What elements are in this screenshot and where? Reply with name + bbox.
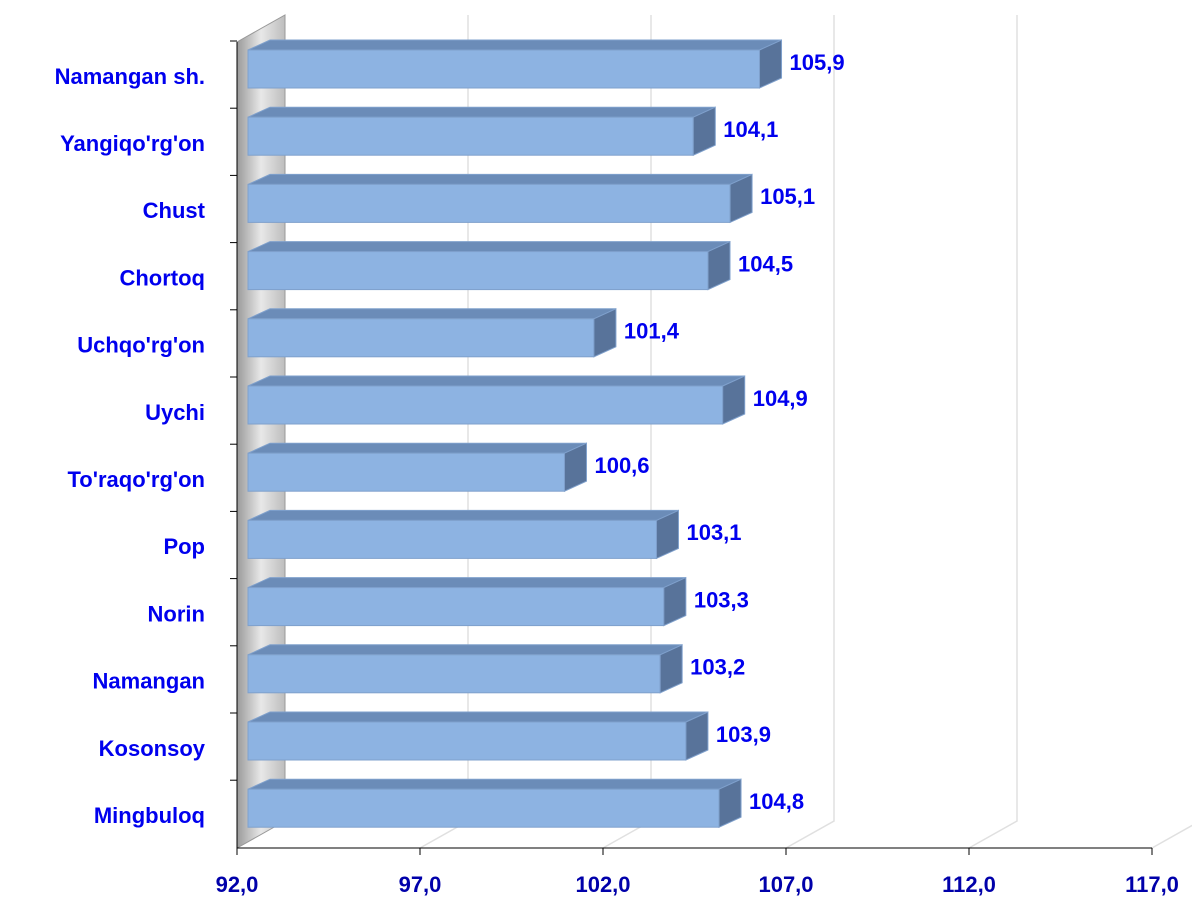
grid-line — [968, 15, 1018, 849]
value-label: 104,1 — [723, 117, 778, 142]
x-tick-label: 92,0 — [216, 872, 259, 897]
x-tick-label: 112,0 — [942, 872, 996, 897]
bar — [247, 385, 724, 425]
bar — [247, 183, 731, 223]
y-tick-label: Namangan sh. — [55, 64, 205, 89]
grid-line — [1151, 824, 1192, 849]
bar-side — [759, 39, 783, 89]
bar-top — [247, 778, 742, 790]
bar — [247, 654, 661, 694]
value-label: 103,9 — [716, 722, 771, 747]
bar-top — [247, 375, 745, 387]
value-label: 103,2 — [690, 655, 745, 680]
value-label: 100,6 — [594, 453, 649, 478]
bar-side — [685, 711, 709, 761]
bar-side — [563, 442, 587, 492]
value-label: 104,5 — [738, 251, 793, 276]
x-tick-label: 107,0 — [758, 872, 813, 897]
bar — [247, 519, 657, 559]
bar-top — [247, 39, 782, 51]
bar — [247, 788, 720, 828]
x-tick-label: 97,0 — [399, 872, 442, 897]
x-tick-label: 117,0 — [1125, 872, 1179, 897]
value-label: 103,3 — [694, 587, 749, 612]
bar — [247, 452, 565, 492]
bar-top — [247, 509, 679, 521]
grid-line — [785, 15, 835, 849]
bar — [247, 318, 595, 358]
bar-top — [247, 173, 753, 185]
bar-side — [729, 173, 753, 224]
bar — [247, 587, 665, 627]
value-label: 104,8 — [749, 789, 804, 814]
bar-top — [247, 241, 731, 253]
y-tick-label: To'raqo'rg'on — [68, 467, 206, 492]
y-tick-label: Uychi — [145, 400, 205, 425]
value-label: 104,9 — [753, 386, 808, 411]
bar-top — [247, 308, 617, 320]
bar-side — [659, 644, 683, 694]
y-tick-label: Pop — [163, 534, 205, 559]
bar-side — [692, 106, 716, 156]
bar-top — [247, 106, 716, 118]
y-tick-label: Norin — [148, 601, 205, 626]
value-label: 103,1 — [686, 520, 741, 545]
y-tick-label: Namangan — [93, 669, 205, 694]
bar-side — [593, 308, 617, 358]
y-tick-label: Uchqo'rg'on — [77, 333, 205, 358]
y-tick-label: Chust — [143, 198, 206, 223]
value-label: 105,1 — [760, 184, 815, 209]
y-tick-label: Yangiqo'rg'on — [60, 131, 205, 156]
bar-top — [247, 577, 687, 589]
value-label: 101,4 — [624, 319, 680, 344]
bar-side — [718, 778, 742, 828]
y-tick-label: Kosonsoy — [99, 736, 206, 761]
bar-top — [247, 644, 683, 656]
bar-side — [707, 240, 731, 291]
bar — [247, 721, 687, 761]
bar-side — [722, 375, 746, 425]
bar-side — [655, 509, 679, 560]
bar-top — [247, 711, 709, 723]
bar — [247, 49, 761, 89]
bar-top — [247, 442, 587, 454]
y-tick-label: Mingbuloq — [94, 803, 205, 828]
y-tick-label: Chortoq — [119, 265, 205, 290]
bar-side — [663, 576, 687, 627]
bar — [247, 116, 694, 156]
x-tick-label: 102,0 — [575, 872, 630, 897]
bar — [247, 251, 709, 291]
value-label: 105,9 — [790, 50, 845, 75]
